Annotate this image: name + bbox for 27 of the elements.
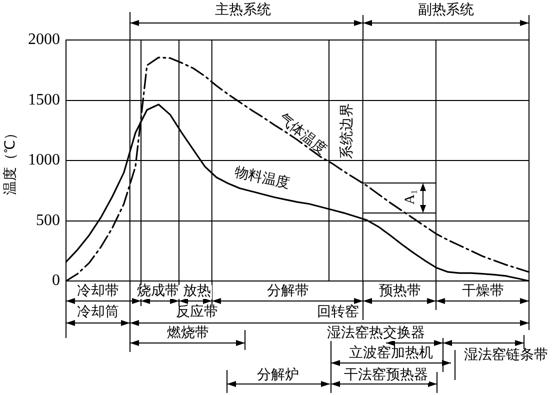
y-tick-label: 0 bbox=[52, 272, 60, 290]
text: 湿法窑热交换器 bbox=[326, 326, 426, 341]
text: 湿法窑链条带 bbox=[463, 348, 549, 363]
text: 分解炉 bbox=[256, 368, 300, 383]
y-tick-label: 1500 bbox=[28, 91, 60, 108]
text: 冷却筒 bbox=[76, 305, 120, 320]
text: 干燥带 bbox=[461, 284, 505, 299]
y-tick-label: 500 bbox=[36, 212, 60, 229]
annotation: A₁ bbox=[403, 190, 418, 204]
annotation: 系统边界 bbox=[340, 103, 355, 159]
text: 主热系统 bbox=[215, 3, 271, 18]
y-axis-title: 温度（℃） bbox=[1, 126, 18, 195]
text: 烧成带 bbox=[136, 284, 180, 299]
text: 物料温度 bbox=[233, 165, 292, 192]
text: 立波窑加热机 bbox=[348, 346, 434, 361]
y-tick-label: 1000 bbox=[28, 152, 60, 169]
text: 预热带 bbox=[378, 284, 422, 299]
text: 冷却带 bbox=[76, 284, 120, 299]
y-tick-label: 2000 bbox=[28, 31, 60, 48]
text: 反应带 bbox=[175, 305, 219, 320]
text: 气体温度 bbox=[276, 111, 329, 158]
text: 分解带 bbox=[266, 284, 310, 299]
text: 副热系统 bbox=[418, 3, 474, 18]
text: 干法窑预热器 bbox=[343, 368, 429, 383]
text: 回转窑 bbox=[316, 305, 360, 320]
text: 燃烧带 bbox=[166, 326, 210, 341]
text: 放热 bbox=[182, 284, 212, 299]
